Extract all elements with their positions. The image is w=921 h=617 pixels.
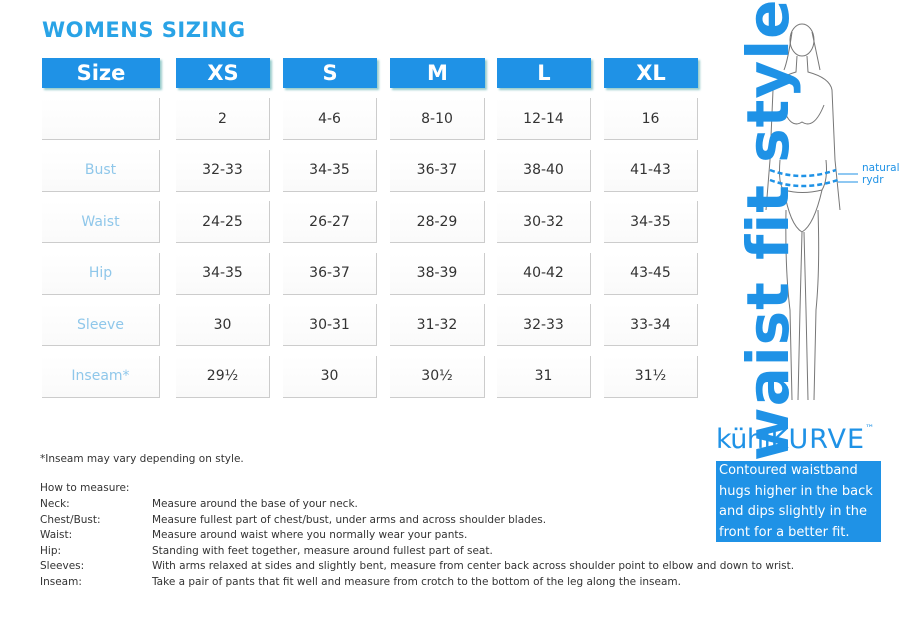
size-value: 32-33 [176,149,270,192]
callout: natural rydr [862,162,900,186]
description-line: and dips slightly in the [719,504,867,519]
size-value: 2 [176,98,270,140]
callout-line: rydr [862,174,884,186]
measure-label: Hip: [40,544,62,557]
size-value: 30 [283,355,377,398]
measure-label: Chest/Bust: [40,513,101,526]
measure-label: Waist: [40,529,73,541]
measure-label: Neck: [40,498,70,510]
size-value: 36-37 [283,252,377,295]
size-value: 31½ [604,355,698,398]
callout-line: natural [862,162,900,174]
description-line: hugs higher in the back [719,483,873,499]
size-value: 38-40 [497,149,591,192]
size-value: 30 [176,304,270,346]
row-label: Sleeve [42,304,160,346]
row-label: Bust [42,149,160,192]
size-value: 30½ [390,355,485,398]
size-value: 43-45 [604,252,698,295]
size-value: 26-27 [283,201,377,243]
row-label: Inseam* [42,355,160,398]
description-line: Contoured waistband [719,463,858,478]
measure-title: How to measure: [40,482,130,494]
size-value: 8-10 [390,98,485,140]
brand-mark: ™ [865,424,874,434]
size-value: 12-14 [497,98,591,140]
brand-light: kühl [716,424,771,455]
size-value: 31 [497,355,591,398]
size-value: 4-6 [283,98,377,140]
header-cell: S [283,58,377,88]
size-value: 30-31 [283,304,377,346]
size-value: 29½ [176,355,270,398]
measure-text: With arms relaxed at sides and slightly … [152,560,795,572]
measure-text: Standing with feet together, measure aro… [152,544,493,557]
header-cell: XS [176,58,270,88]
row-label: Waist [42,201,160,243]
side-heading: waist fit styles [734,0,802,461]
size-value: 31-32 [390,304,485,346]
measure-text: Measure around waist where you normally … [152,529,468,541]
row-label [42,98,160,140]
size-value: 16 [604,98,698,140]
description-line: front for a better fit. [719,524,850,540]
row-label: Hip [42,252,160,295]
measure-text: Take a pair of pants that fit well and m… [152,575,681,588]
size-value: 28-29 [390,201,485,243]
size-value: 34-35 [604,201,698,243]
size-value: 33-34 [604,304,698,346]
size-value: 38-39 [390,252,485,295]
measure-text: Measure fullest part of chest/bust, unde… [152,513,547,526]
size-value: 34-35 [176,252,270,295]
measure-text: Measure around the base of your neck. [152,498,358,510]
brand-bold: KURVE [770,424,866,455]
title: WOMENS SIZING [42,18,246,42]
figure-sketch [765,23,858,401]
header-cell: L [497,58,591,88]
size-value: 34-35 [283,149,377,192]
description-box: Contoured waistband hugs higher in the ba… [716,461,881,542]
size-value: 36-37 [390,149,485,192]
size-value: 40-42 [497,252,591,295]
size-value: 30-32 [497,201,591,243]
measure-label: Sleeves: [40,560,85,572]
measure-label: Inseam: [40,575,82,588]
header-cell: Size [42,58,160,88]
note: *Inseam may vary depending on style. [40,453,244,465]
size-value: 41-43 [604,149,698,192]
header-cell: XL [604,58,698,88]
size-value: 32-33 [497,304,591,346]
header-cell: M [390,58,485,88]
brand-logo: kühlKURVE™ [716,424,874,455]
size-value: 24-25 [176,201,270,243]
